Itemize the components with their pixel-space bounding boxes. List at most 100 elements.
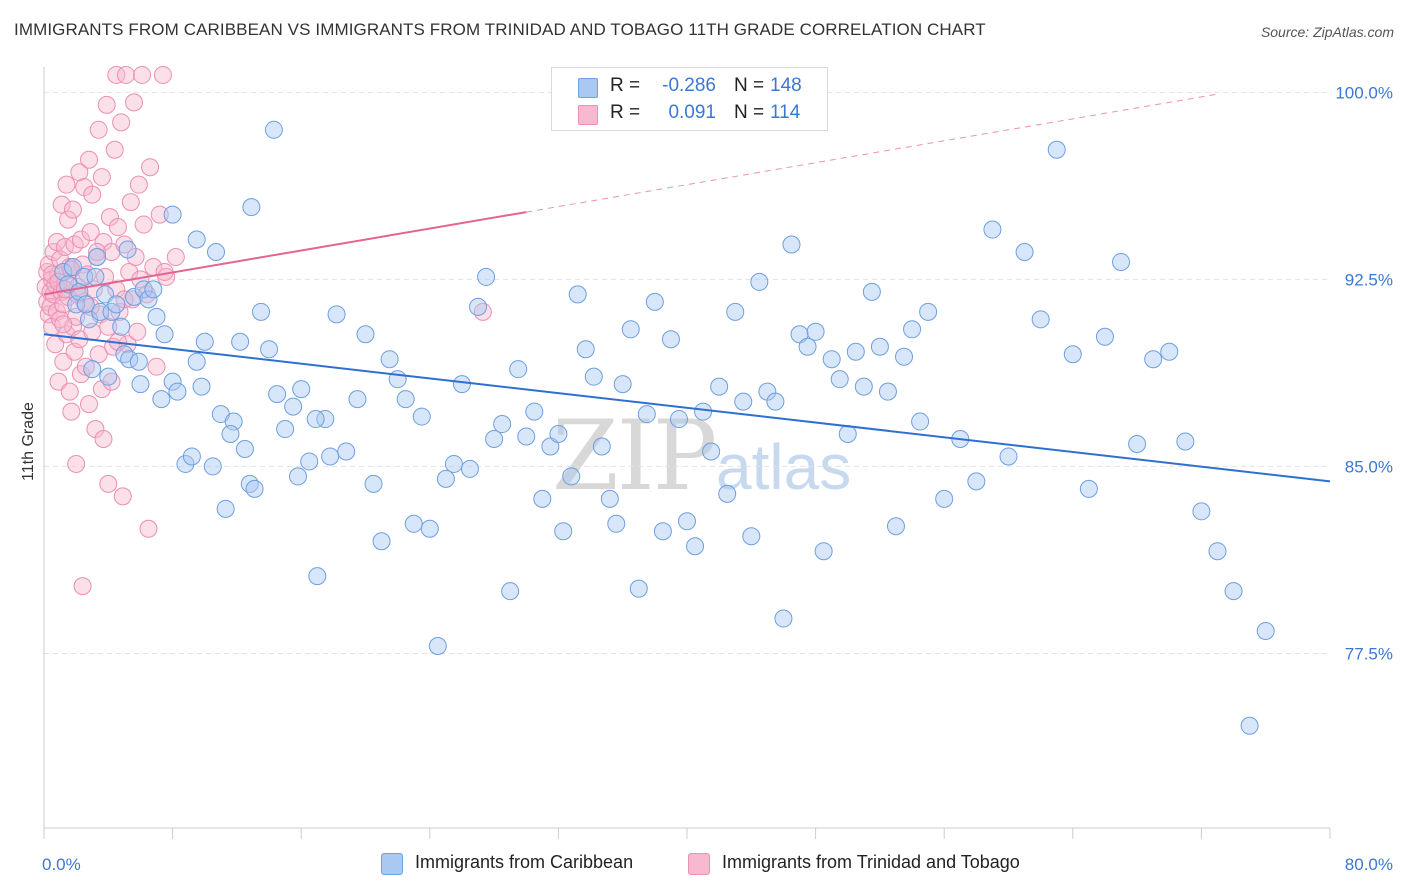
data-point-caribbean (152, 390, 171, 409)
legend-swatch-caribbean (578, 78, 598, 98)
data-point-trinidad (105, 140, 124, 159)
data-point-caribbean (372, 532, 391, 551)
data-point-caribbean (798, 337, 817, 356)
data-point-caribbean (221, 425, 240, 444)
data-point-caribbean (86, 267, 105, 286)
data-point-trinidad (108, 218, 127, 237)
data-point-caribbean (919, 302, 938, 321)
data-point-trinidad (141, 158, 160, 177)
legend-r-label: R = (610, 75, 641, 96)
y-tick-label: 92.5% (1345, 270, 1393, 289)
data-point-trinidad (43, 265, 62, 284)
data-point-caribbean (308, 567, 327, 586)
data-point-caribbean (935, 489, 954, 508)
data-point-caribbean (327, 305, 346, 324)
data-point-caribbean (107, 295, 126, 314)
data-point-caribbean (1112, 252, 1131, 271)
data-point-trinidad (473, 302, 492, 321)
data-point-trinidad (73, 577, 92, 596)
data-point-caribbean (260, 340, 279, 359)
legend-swatch-caribbean (381, 853, 403, 875)
data-point-caribbean (187, 352, 206, 371)
data-point-trinidad (134, 215, 153, 234)
data-point-caribbean (252, 302, 271, 321)
data-point-trinidad (99, 474, 118, 493)
data-point-caribbean (485, 430, 504, 449)
data-point-trinidad (44, 242, 63, 261)
data-point-caribbean (568, 285, 587, 304)
data-point-caribbean (549, 425, 568, 444)
data-point-caribbean (284, 397, 303, 416)
data-point-caribbean (1224, 582, 1243, 601)
data-point-caribbean (176, 454, 195, 473)
data-point-caribbean (242, 198, 261, 217)
data-point-caribbean (125, 287, 144, 306)
data-point-caribbean (1063, 345, 1082, 364)
data-point-caribbean (678, 512, 696, 531)
data-point-caribbean (911, 412, 930, 431)
data-point-trinidad (80, 395, 99, 414)
data-point-caribbean (621, 320, 640, 339)
data-point-caribbean (235, 439, 254, 458)
data-point-caribbean (653, 522, 672, 541)
data-point-caribbean (645, 292, 664, 311)
data-point-caribbean (1256, 622, 1275, 641)
legend-swatch-trinidad (688, 853, 710, 875)
data-point-caribbean (469, 297, 488, 316)
data-point-caribbean (364, 474, 383, 493)
x-tick-label: 0.0% (42, 855, 81, 874)
data-point-caribbean (525, 402, 544, 421)
data-point-caribbean (1079, 479, 1098, 498)
data-point-trinidad (63, 200, 82, 219)
data-point-caribbean (115, 345, 134, 364)
y-tick-label: 100.0% (1335, 83, 1393, 102)
legend-n-label: N = (734, 102, 765, 123)
data-point-trinidad (88, 242, 107, 261)
data-point-caribbean (629, 579, 648, 598)
data-point-caribbean (168, 382, 187, 401)
data-point-caribbean (356, 325, 375, 344)
data-point-caribbean (718, 484, 737, 503)
data-point-trinidad (71, 230, 90, 249)
data-point-trinidad (54, 352, 73, 371)
data-point-caribbean (88, 247, 107, 266)
data-point-trinidad (97, 95, 116, 114)
data-point-trinidad (81, 223, 100, 242)
data-point-trinidad (52, 195, 71, 214)
series-caribbean-points (54, 120, 1275, 735)
data-point-caribbean (613, 375, 632, 394)
data-point-caribbean (144, 280, 163, 299)
data-point-caribbean (1015, 242, 1034, 261)
axes (43, 67, 1331, 839)
data-point-caribbean (1128, 434, 1147, 453)
data-point-caribbean (694, 402, 713, 421)
y-tick-label: 77.5% (1345, 644, 1393, 663)
data-point-caribbean (607, 514, 626, 533)
data-point-caribbean (337, 442, 356, 461)
data-point-caribbean (576, 340, 595, 359)
data-point-caribbean (1031, 310, 1050, 329)
data-point-trinidad (139, 519, 158, 538)
data-point-caribbean (669, 410, 688, 429)
data-point-caribbean (814, 542, 833, 561)
data-point-caribbean (436, 469, 455, 488)
data-point-caribbean (404, 514, 423, 533)
data-point-caribbean (112, 317, 131, 336)
data-point-trinidad (121, 193, 140, 212)
data-point-caribbean (1192, 502, 1211, 521)
data-point-caribbean (396, 390, 415, 409)
data-point-trinidad (128, 322, 147, 341)
data-point-caribbean (134, 280, 153, 299)
gridlines (44, 91, 1330, 654)
data-point-caribbean (139, 290, 158, 309)
data-point-caribbean (147, 307, 166, 326)
data-point-caribbean (710, 377, 729, 396)
legend-r-label: R = (610, 102, 641, 123)
data-point-caribbean (766, 392, 785, 411)
data-point-caribbean (838, 425, 857, 444)
data-point-caribbean (983, 220, 1002, 239)
data-point-caribbean (1240, 716, 1259, 735)
data-point-caribbean (412, 407, 431, 426)
data-point-caribbean (661, 330, 680, 349)
data-point-caribbean (862, 282, 881, 301)
